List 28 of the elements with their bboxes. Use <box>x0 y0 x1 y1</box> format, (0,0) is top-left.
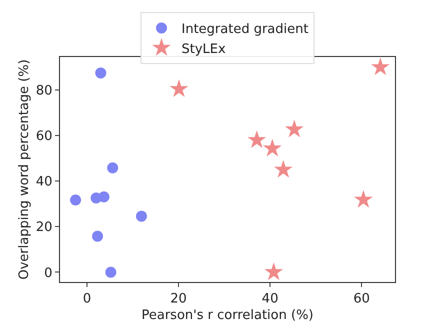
y-tick-label: 40 <box>36 174 52 190</box>
x-tick-label: 0 <box>82 292 92 307</box>
y-tick-label: 20 <box>36 220 52 236</box>
x-axis-title: Pearson's r correlation (%) <box>142 308 314 324</box>
point <box>105 266 116 278</box>
y-tick-label: 60 <box>36 129 52 144</box>
point <box>70 194 82 206</box>
point <box>95 67 106 78</box>
x-tick-label: 60 <box>353 292 370 307</box>
point <box>170 79 188 98</box>
point <box>247 130 266 148</box>
x-tick-label: 20 <box>170 292 187 307</box>
point <box>98 191 110 202</box>
point <box>107 162 118 174</box>
point <box>263 138 282 156</box>
point <box>354 190 373 208</box>
point <box>136 210 147 222</box>
point <box>92 230 104 242</box>
point <box>264 262 284 280</box>
legend-label: Integrated gradient <box>182 22 308 38</box>
point <box>371 57 390 76</box>
y-axis-title: Overlapping word percentage (%) <box>16 59 32 280</box>
y-tick-label: 0 <box>44 266 52 281</box>
x-tick-label: 40 <box>262 292 278 307</box>
point <box>285 120 304 138</box>
y-tick-label: 80 <box>36 84 52 99</box>
point <box>274 160 293 178</box>
legend-label: StyLEx <box>182 42 226 57</box>
